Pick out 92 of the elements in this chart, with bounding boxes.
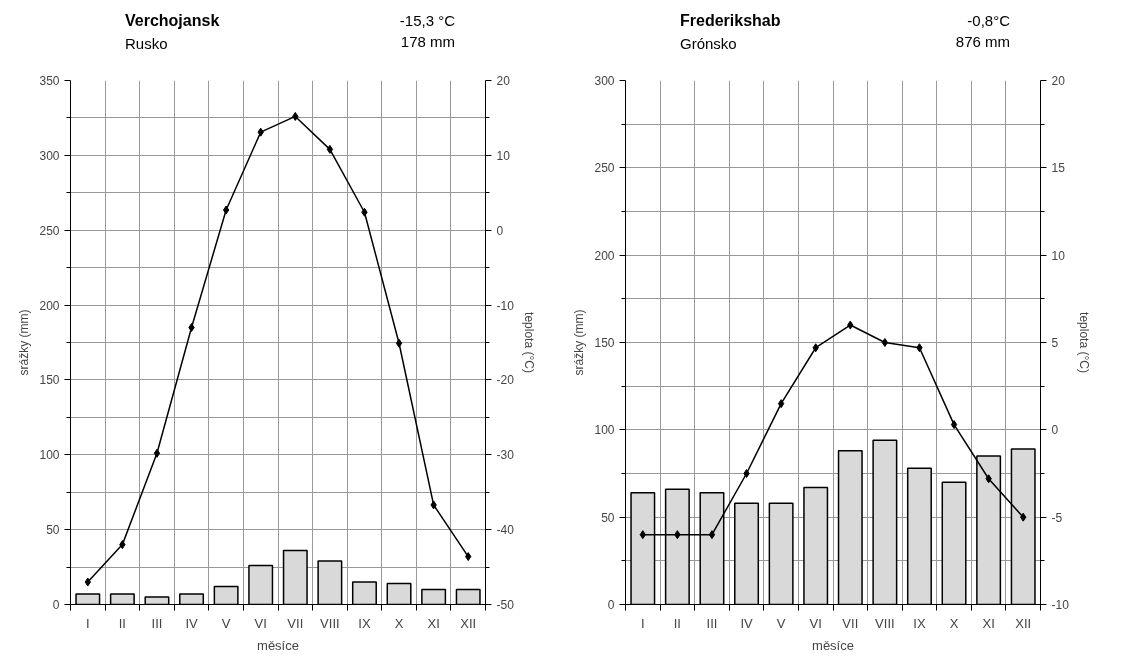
x-tick-label: XII	[1015, 615, 1032, 631]
x-tick-label: I	[640, 615, 645, 631]
y-tick-label: 300	[594, 74, 615, 88]
point	[985, 474, 992, 484]
x-tick-label: XI	[982, 615, 995, 631]
y-tick-label: 0	[52, 598, 60, 612]
point	[777, 399, 785, 409]
x-tick-label: XI	[427, 615, 440, 631]
y2-tick-label: -5	[1051, 510, 1063, 525]
point	[708, 530, 716, 540]
x-tick-label: X	[394, 615, 404, 631]
x-tick-label: VII	[842, 615, 859, 631]
y-tick-label: 300	[39, 148, 60, 163]
x-tick-label: IX	[913, 615, 926, 631]
x-tick-label: III	[151, 615, 163, 631]
point	[1020, 512, 1027, 522]
x-tick-label: VI	[809, 615, 822, 631]
y2-tick-label: 20	[1051, 74, 1066, 88]
point	[465, 552, 472, 562]
point	[639, 530, 646, 540]
y-tick-label: 100	[594, 423, 615, 438]
y-tick-label: 0	[607, 598, 615, 612]
point	[257, 127, 264, 137]
y-tick-label: 150	[39, 373, 60, 388]
x-tick-label: VI	[254, 615, 267, 631]
y2-tick-label: 20	[496, 74, 511, 88]
x-tick-label: III	[706, 615, 718, 631]
point	[292, 111, 299, 121]
point	[326, 144, 334, 154]
y-axis-title: srážky (mm)	[572, 309, 587, 376]
y2-tick-label: -10	[496, 298, 515, 313]
chart-subtitle: Rusko	[125, 33, 169, 54]
point	[119, 540, 126, 550]
y2-tick-label: -40	[496, 523, 515, 538]
y-tick-label: 200	[594, 248, 615, 263]
x-tick-label: II	[673, 615, 681, 631]
point	[361, 207, 368, 217]
chart-subtitle: Grónsko	[680, 33, 738, 54]
y2-tick-label: -20	[496, 373, 515, 388]
point	[881, 338, 889, 347]
point	[188, 323, 195, 333]
y2-axis-title: teplota (°C)	[521, 312, 536, 373]
y-tick-label: 350	[39, 74, 60, 88]
x-tick-label: IX	[358, 615, 371, 631]
chart-title: Verchojansk	[125, 11, 220, 31]
x-tick-label: X	[949, 615, 959, 631]
point	[395, 338, 403, 348]
y-axis-title: srážky (mm)	[17, 309, 32, 376]
point	[950, 420, 958, 430]
x-tick-label: I	[85, 615, 90, 631]
x-axis-title: měsíce	[812, 637, 854, 653]
y2-tick-label: 10	[496, 148, 511, 163]
y2-tick-label: 10	[1051, 248, 1066, 263]
x-tick-label: VIII	[875, 615, 895, 631]
y2-tick-label: -10	[1051, 598, 1070, 612]
text: 178 mm	[399, 32, 455, 53]
x-tick-label: IV	[185, 615, 199, 631]
y-tick-label: 200	[39, 298, 60, 313]
point	[84, 577, 91, 587]
point	[153, 448, 161, 458]
point	[222, 205, 230, 215]
point	[916, 343, 923, 353]
text: 876 mm	[955, 32, 1010, 53]
text: -15,3 °C	[399, 11, 455, 31]
y2-tick-label: 0	[496, 223, 504, 238]
x-tick-label: II	[118, 615, 126, 631]
x-tick-label: VII	[287, 615, 304, 631]
y2-tick-label: 15	[1051, 161, 1066, 176]
x-tick-label: V	[221, 615, 231, 631]
y2-axis-title: teplota (°C)	[1076, 312, 1091, 373]
y-tick-label: 50	[601, 510, 615, 525]
point	[743, 469, 750, 478]
x-axis-title: měsíce	[257, 637, 299, 653]
x-tick-label: VIII	[320, 615, 340, 631]
y2-tick-label: 0	[1051, 423, 1059, 438]
x-tick-label: XII	[460, 615, 477, 631]
y-tick-label: 50	[46, 523, 60, 538]
point	[430, 500, 437, 510]
text: -0,8°C	[966, 11, 1010, 31]
point	[812, 343, 819, 353]
x-tick-label: IV	[740, 615, 754, 631]
y2-tick-label: 5	[1051, 336, 1059, 350]
point	[674, 530, 681, 540]
y-tick-label: 250	[39, 223, 60, 238]
y-tick-label: 150	[594, 336, 615, 350]
y-tick-label: 100	[39, 448, 60, 463]
y2-tick-label: -30	[496, 448, 515, 463]
y2-tick-label: -50	[496, 598, 515, 612]
chart-title: Frederikshab	[680, 11, 781, 31]
point	[847, 320, 854, 330]
y-tick-label: 250	[594, 161, 615, 176]
x-tick-label: V	[776, 615, 786, 631]
